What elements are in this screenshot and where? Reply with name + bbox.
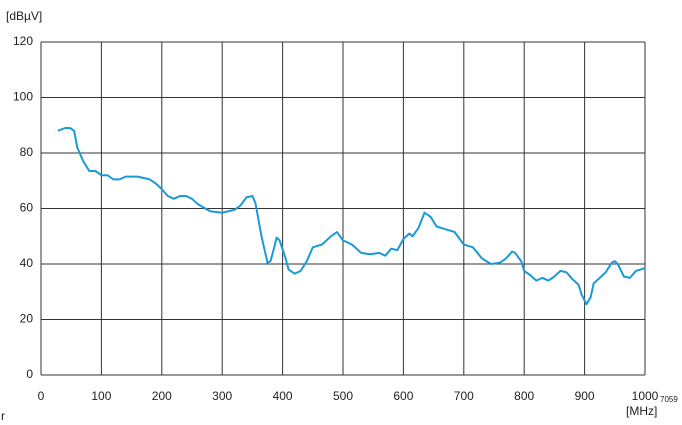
x-axis-label: [MHz] [626, 404, 657, 418]
y-axis-label: [dBµV] [6, 9, 42, 23]
y-tick-label: 80 [20, 145, 34, 159]
x-tick-label: 100 [91, 389, 111, 403]
x-tick-label: 500 [333, 389, 353, 403]
data-line [57, 127, 646, 306]
x-tick-label: 700 [454, 389, 474, 403]
y-tick-label: 100 [13, 90, 33, 104]
y-tick-label: 120 [13, 34, 33, 48]
figure-id: 7059 [660, 395, 678, 404]
x-tick-label: 900 [575, 389, 595, 403]
x-tick-label: 300 [212, 389, 232, 403]
corner-mark: r [1, 409, 5, 423]
x-tick-label: 1000 [632, 389, 659, 403]
y-tick-label: 40 [20, 256, 34, 270]
x-tick-label: 200 [152, 389, 172, 403]
x-tick-label: 400 [273, 389, 293, 403]
x-tick-label: 800 [514, 389, 534, 403]
y-tick-label: 0 [26, 367, 33, 381]
y-tick-label: 20 [20, 312, 34, 326]
y-tick-label: 60 [20, 201, 34, 215]
x-tick-label: 0 [38, 389, 45, 403]
x-tick-label: 600 [393, 389, 413, 403]
